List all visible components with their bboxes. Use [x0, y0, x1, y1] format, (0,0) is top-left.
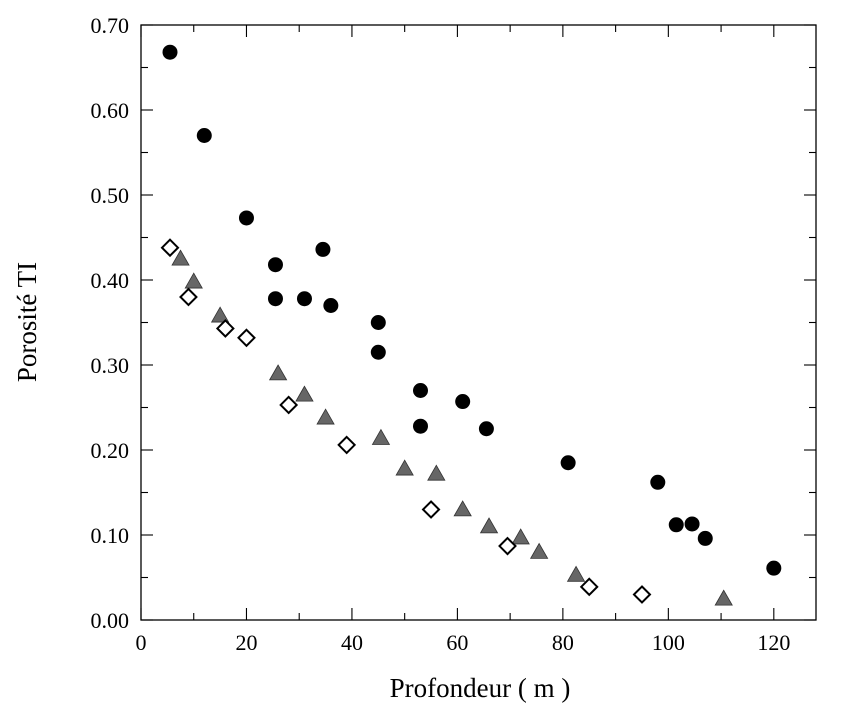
- y-tick-label: 0.10: [91, 523, 130, 548]
- diamond-point: [498, 536, 517, 556]
- circle-point: [315, 241, 331, 257]
- circle-point: [650, 474, 666, 490]
- x-tick-label: 40: [341, 630, 363, 655]
- y-axis-title: Porosité TI: [12, 262, 42, 382]
- circle-point: [323, 298, 339, 313]
- x-tick-label: 80: [552, 630, 574, 655]
- circle-point: [296, 291, 312, 307]
- triangle-point: [511, 528, 530, 545]
- diamond-point: [337, 435, 357, 455]
- x-tick-label: 100: [652, 630, 685, 655]
- triangle-point: [371, 428, 391, 445]
- y-tick-label: 0.20: [91, 438, 130, 463]
- circle-point: [267, 291, 283, 307]
- x-tick-label: 0: [136, 630, 147, 655]
- x-axis-title: Profondeur ( m ): [390, 673, 571, 703]
- circle-point: [196, 128, 212, 143]
- triangle-point: [171, 249, 190, 266]
- y-tick-label: 0.40: [91, 268, 130, 293]
- x-axis-ticks: 0 20 40 60 80 100 120: [136, 25, 790, 655]
- circle-point: [684, 516, 700, 532]
- x-tick-label: 60: [446, 630, 468, 655]
- circle-point: [766, 560, 782, 576]
- y-tick-label: 0.00: [91, 608, 130, 633]
- diamond-point: [179, 287, 198, 307]
- x-tick-label: 120: [757, 630, 790, 655]
- triangle-point: [268, 364, 288, 381]
- x-tick-label: 20: [235, 630, 257, 655]
- triangle-point: [453, 500, 472, 517]
- diamond-point: [215, 319, 235, 338]
- diamond-point: [421, 500, 441, 519]
- circle-point: [370, 315, 386, 330]
- circle-point: [697, 530, 713, 546]
- circle-point: [668, 517, 684, 533]
- triangle-point: [427, 464, 446, 481]
- circle-point: [412, 383, 428, 398]
- diamond-point: [160, 238, 180, 258]
- triangle-point: [714, 589, 733, 606]
- triangle-point: [566, 565, 586, 582]
- y-tick-label: 0.70: [91, 13, 130, 38]
- triangle-point: [529, 542, 549, 559]
- circle-point: [162, 44, 178, 60]
- triangle-point: [316, 408, 335, 425]
- diamond-point: [579, 577, 599, 597]
- triangle-point: [295, 385, 314, 402]
- triangle-point: [210, 306, 230, 323]
- circle-point: [267, 257, 283, 273]
- y-tick-label: 0.60: [91, 98, 130, 123]
- diamond-point: [237, 328, 256, 348]
- data-points: [160, 44, 782, 606]
- triangle-point: [395, 459, 414, 476]
- circle-point: [370, 344, 386, 360]
- circle-point: [412, 418, 428, 434]
- circle-point: [560, 455, 576, 471]
- y-tick-label: 0.30: [91, 353, 130, 378]
- plot-frame: [140, 24, 817, 621]
- y-axis-ticks: 0.00 0.10 0.20 0.30 0.40 0.50 0.60 0.70: [91, 13, 816, 633]
- triangle-point: [479, 517, 499, 534]
- diamond-point: [279, 395, 299, 415]
- diamond-point: [632, 585, 652, 604]
- circle-point: [478, 421, 494, 437]
- y-tick-label: 0.50: [91, 183, 130, 208]
- circle-point: [238, 210, 254, 226]
- circle-point: [455, 394, 471, 410]
- triangle-point: [184, 272, 203, 289]
